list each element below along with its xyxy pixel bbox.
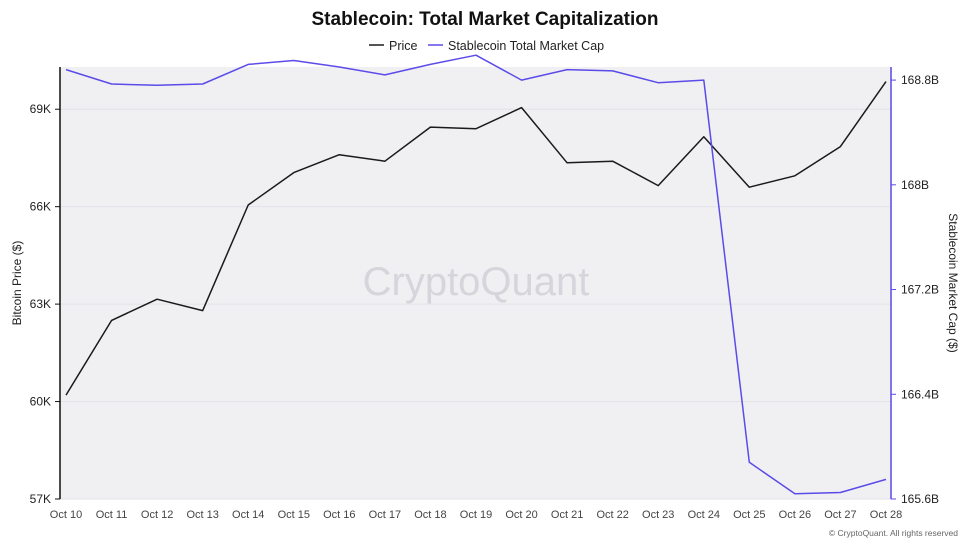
x-tick-label-14: Oct 24 xyxy=(688,509,720,521)
x-tick-label-16: Oct 26 xyxy=(779,509,811,521)
x-tick-label-4: Oct 14 xyxy=(232,509,264,521)
chart-title: Stablecoin: Total Market Capitalization xyxy=(312,9,659,30)
x-tick-label-9: Oct 19 xyxy=(460,509,492,521)
x-tick-label-0: Oct 10 xyxy=(50,509,82,521)
left-axis-label: Bitcoin Price ($) xyxy=(10,241,24,326)
legend: Price Stablecoin Total Market Cap xyxy=(369,39,604,53)
right-axis-label: Stablecoin Market Cap ($) xyxy=(946,213,960,352)
x-tick-label-7: Oct 17 xyxy=(369,509,401,521)
x-tick-label-8: Oct 18 xyxy=(414,509,446,521)
x-tick-label-11: Oct 21 xyxy=(551,509,583,521)
left-tick-label-4: 69K xyxy=(30,102,51,116)
x-tick-label-15: Oct 25 xyxy=(733,509,765,521)
right-tick-label-0: 165.6B xyxy=(901,492,939,506)
stablecoin-series-line xyxy=(65,54,887,495)
legend-price-label: Price xyxy=(389,39,418,53)
left-axis-ticks: 57K 60K 63K 66K 69K xyxy=(30,102,60,506)
x-tick-label-12: Oct 22 xyxy=(596,509,628,521)
left-tick-label-0: 57K xyxy=(30,492,51,506)
x-axis-ticks: Oct 10 Oct 11 Oct 12 Oct 13 Oct 14 Oct 15 Oct … xyxy=(50,509,902,521)
right-tick-label-4: 168.8B xyxy=(901,73,939,87)
price-series-line xyxy=(65,81,887,396)
x-tick-label-3: Oct 13 xyxy=(186,509,218,521)
x-tick-label-18: Oct 28 xyxy=(870,509,902,521)
left-tick-label-2: 63K xyxy=(30,297,51,311)
x-tick-label-13: Oct 23 xyxy=(642,509,674,521)
x-tick-label-17: Oct 27 xyxy=(824,509,856,521)
x-tick-label-10: Oct 20 xyxy=(505,509,537,521)
right-axis-ticks: 165.6B 166.4B 167.2B 168B 168.8B xyxy=(891,73,939,506)
x-tick-label-6: Oct 16 xyxy=(323,509,355,521)
legend-stablecoin-label: Stablecoin Total Market Cap xyxy=(448,39,604,53)
gridlines xyxy=(60,108,891,500)
left-tick-label-3: 66K xyxy=(30,200,51,214)
left-tick-label-1: 60K xyxy=(30,395,51,409)
right-tick-label-1: 166.4B xyxy=(901,387,939,401)
plot-area xyxy=(60,67,892,499)
copyright-notice: © CryptoQuant. All rights reserved xyxy=(829,528,958,538)
right-tick-label-3: 168B xyxy=(901,178,929,192)
right-tick-label-2: 167.2B xyxy=(901,283,939,297)
x-tick-label-1: Oct 11 xyxy=(96,509,128,521)
watermark: CryptoQuant xyxy=(363,260,590,304)
x-tick-label-5: Oct 15 xyxy=(278,509,310,521)
series-group xyxy=(65,54,887,495)
x-tick-label-2: Oct 12 xyxy=(141,509,173,521)
